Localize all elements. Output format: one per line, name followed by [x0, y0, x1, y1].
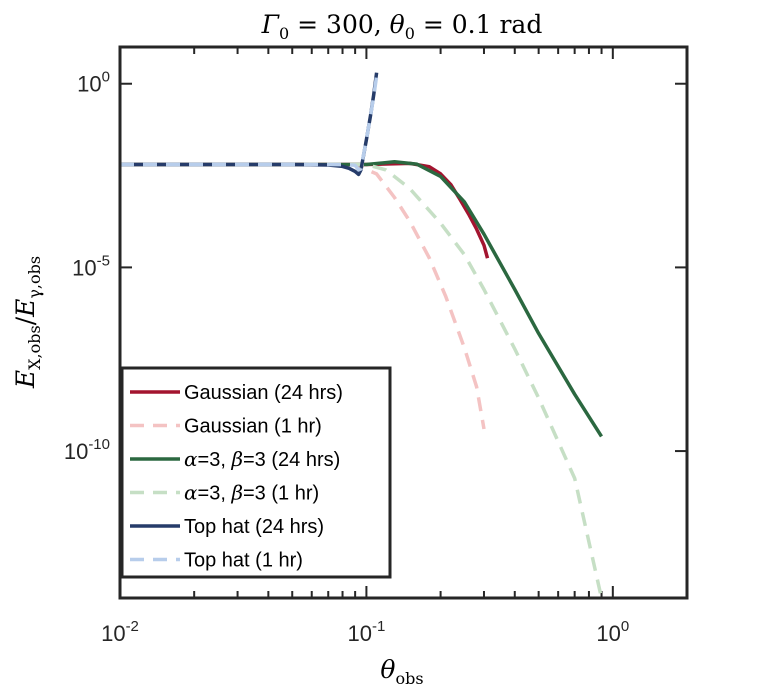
- x-tick-label: 100: [596, 618, 629, 646]
- legend-box: [120, 366, 392, 579]
- legend-label: Top hat (1 hr): [184, 550, 303, 572]
- x-axis-label: θobs: [380, 655, 423, 688]
- y-tick-label: 100: [77, 69, 110, 97]
- series-layer: [120, 72, 604, 598]
- legend-label: α=3, β=3 (1 hr): [184, 481, 319, 505]
- chart-title: Γ0 = 300, θ0 = 0.1 rad: [261, 10, 543, 43]
- plot-frame: [118, 45, 689, 600]
- legend: Gaussian (24 hrs) Gaussian (1 hr) α=3, β=3…: [120, 366, 392, 579]
- legend-label: Top hat (24 hrs): [184, 516, 324, 538]
- legend-label: Gaussian (1 hr): [184, 416, 322, 438]
- x-tick-label: 10-2: [101, 618, 139, 646]
- y-tick-labels: 10-10 10-5 100: [64, 69, 110, 464]
- legend-label: α=3, β=3 (24 hrs): [184, 447, 340, 471]
- y-tick-label: 10-5: [72, 252, 110, 280]
- series-line-top-hat-1-hr: [120, 75, 379, 172]
- x-tick-label: 10-1: [347, 618, 385, 646]
- legend-label: Gaussian (24 hrs): [184, 382, 343, 404]
- x-tick-labels: 10-2 10-1 100: [101, 618, 629, 646]
- y-tick-label: 10-10: [64, 436, 110, 464]
- y-axis-label: EX,obs/Eγ,obs: [11, 256, 44, 389]
